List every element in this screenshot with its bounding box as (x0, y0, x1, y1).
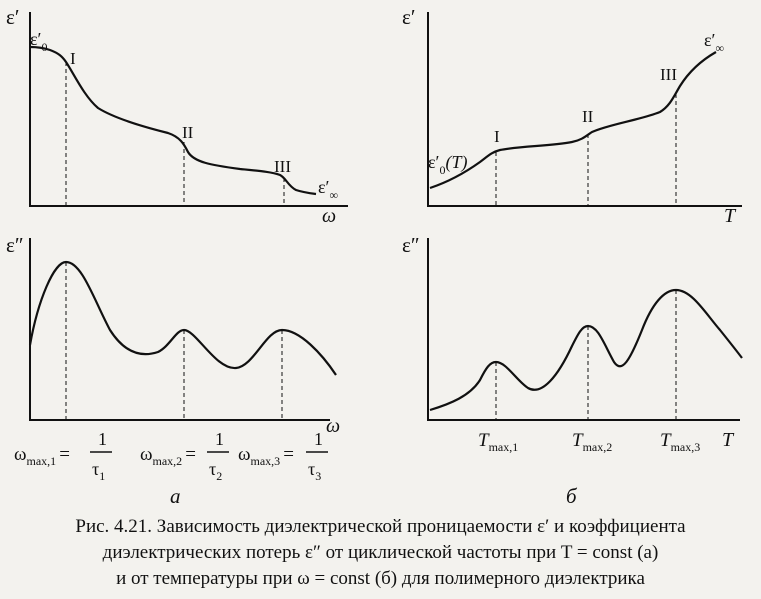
panel-b-label: б (566, 484, 578, 508)
panel-b-upper-x-label: T (724, 205, 737, 227)
svg-text:1: 1 (98, 429, 107, 449)
svg-text:τ3: τ3 (308, 459, 321, 483)
panel-b-upper-plot: ε′ ε′0(T) I II III ε′∞ T (402, 5, 742, 227)
panel-a-region-1-label: I (70, 49, 76, 68)
svg-text:1: 1 (215, 429, 224, 449)
panel-b-tick-1: Tmax,1 (478, 430, 518, 454)
panel-a-region-2-label: II (182, 123, 194, 142)
panel-a-upper-curve (29, 45, 317, 196)
panel-a-upper-x-label: ω (322, 205, 336, 227)
panel-b-lower-x-label: T (722, 429, 735, 451)
svg-text:ωmax,1=: ωmax,1 = (14, 444, 70, 468)
panel-b-lower-curve (429, 288, 743, 412)
panel-b-tick-2: Tmax,2 (572, 430, 612, 454)
svg-text:τ1: τ1 (92, 459, 105, 483)
panel-a-label: а (170, 484, 181, 508)
panel-a-lower-curve (28, 260, 337, 376)
panel-b-lower-plot: ε″ Tmax,1 Tmax,2 Tmax,3 T б (402, 233, 743, 508)
svg-text:ωmax,2=: ωmax,2 = (140, 444, 196, 468)
formula-omega-max-3: ωmax,3 = 1 τ3 (238, 429, 328, 483)
panel-b-tick-3: Tmax,3 (660, 430, 700, 454)
panel-a-region-3-label: III (274, 157, 291, 176)
panel-a-upper-plot: ε′ ε′0 I II III ε′∞ ω (6, 5, 348, 227)
panel-a-upper-start-label: ε′0 (30, 29, 48, 54)
panel-a-upper-end-label: ε′∞ (318, 177, 338, 202)
panel-b-lower-y-label: ε″ (402, 233, 420, 257)
panel-b-region-3-label: III (660, 65, 677, 84)
panel-b-upper-y-label: ε′ (402, 5, 415, 29)
svg-text:τ2: τ2 (209, 459, 222, 483)
panel-b-region-2-label: II (582, 107, 594, 126)
panel-a-upper-y-label: ε′ (6, 5, 19, 29)
panel-b-upper-start-label: ε′0(T) (428, 152, 468, 177)
panel-b-upper-curve (429, 51, 717, 190)
panel-a-lower-y-label: ε″ (6, 233, 24, 257)
caption-line-1: Рис. 4.21. Зависимость диэлектрической п… (75, 516, 686, 537)
caption-line-2: диэлектрических потерь ε″ от циклической… (102, 542, 659, 563)
panel-b-upper-end-label: ε′∞ (704, 30, 724, 55)
figure-caption: Рис. 4.21. Зависимость диэлектрической п… (0, 514, 761, 592)
caption-line-3: и от температуры при ω = const (б) для п… (116, 568, 645, 589)
panel-a-lower-plot: ε″ ω ωmax,1 = 1 τ1 ωmax,2 = 1 τ2 ωmax,3 = 1… (6, 233, 340, 508)
svg-text:ωmax,3=: ωmax,3 = (238, 444, 294, 468)
panel-b-region-1-label: I (494, 127, 500, 146)
formula-omega-max-2: ωmax,2 = 1 τ2 (140, 429, 229, 483)
formula-omega-max-1: ωmax,1 = 1 τ1 (14, 429, 112, 483)
figure-4-21: ε′ ε′0 I II III ε′∞ ω ε″ ω ωmax,1 = 1 τ1 … (6, 5, 743, 508)
svg-text:1: 1 (314, 429, 323, 449)
panel-a-lower-x-label: ω (326, 415, 340, 437)
